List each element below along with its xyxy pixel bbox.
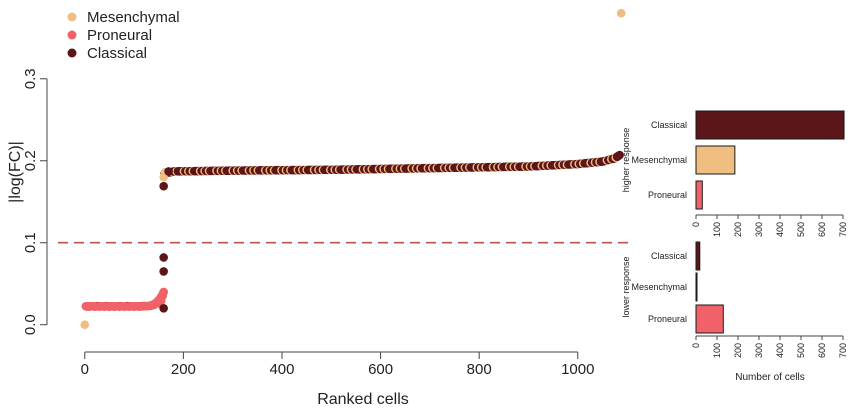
x-axis-ticks: 0 200 400 600 800 1000 bbox=[81, 352, 594, 378]
legend-label-proneural: Proneural bbox=[87, 27, 152, 44]
x-tick-label: 200 bbox=[733, 222, 743, 237]
data-point-classical bbox=[159, 267, 168, 276]
x-axis-label: Number of cells bbox=[735, 372, 804, 383]
bar-mesenchymal bbox=[695, 272, 698, 302]
category-label: Proneural bbox=[648, 190, 687, 200]
bars bbox=[695, 241, 724, 334]
category-label: Classical bbox=[651, 251, 687, 261]
x-axis-ticks: 0 100 200 300 400 500 600 700 bbox=[691, 336, 848, 358]
x-tick-label: 0 bbox=[81, 361, 89, 378]
x-tick-label: 700 bbox=[838, 343, 848, 358]
y-tick-label: 0.0 bbox=[22, 314, 39, 335]
category-labels: Classical Mesenchymal Proneural bbox=[631, 251, 687, 324]
data-points bbox=[80, 8, 626, 330]
bar-chart-higher-response: higher response Classical Mesenchymal Pron… bbox=[621, 110, 848, 237]
group-label-higher-response: higher response bbox=[621, 128, 631, 193]
bar-classical bbox=[695, 110, 845, 140]
data-point-classical bbox=[164, 167, 173, 176]
bar-chart-lower-response: lower response Classical Mesenchymal Prone… bbox=[621, 241, 848, 383]
data-point-mesenchymal bbox=[80, 320, 90, 330]
data-point-classical bbox=[159, 181, 168, 191]
x-tick-label: 200 bbox=[171, 361, 196, 378]
bars bbox=[695, 110, 845, 210]
x-tick-label: 600 bbox=[817, 343, 827, 358]
category-label: Mesenchymal bbox=[631, 155, 687, 165]
category-label: Mesenchymal bbox=[631, 282, 687, 292]
bar-mesenchymal bbox=[695, 145, 736, 175]
x-tick-label: 0 bbox=[691, 222, 701, 227]
y-tick-label: 0.3 bbox=[22, 68, 39, 89]
legend-label-classical: Classical bbox=[87, 45, 147, 62]
x-tick-label: 400 bbox=[269, 361, 294, 378]
x-tick-label: 100 bbox=[712, 222, 722, 237]
data-point-mesenchymal bbox=[616, 8, 626, 18]
bar-proneural bbox=[695, 180, 703, 210]
category-labels: Classical Mesenchymal Proneural bbox=[631, 120, 687, 200]
x-tick-label: 800 bbox=[467, 361, 492, 378]
legend-marker-mesenchymal bbox=[67, 12, 77, 22]
x-tick-label: 600 bbox=[368, 361, 393, 378]
category-label: Classical bbox=[651, 120, 687, 130]
x-axis-label: Ranked cells bbox=[317, 391, 409, 408]
x-axis-ticks: 0 100 200 300 400 500 600 700 bbox=[691, 215, 848, 237]
scatter-plot: 0 200 400 600 800 1000 0.0 0.1 0.2 0.3 Ranked ce… bbox=[7, 8, 632, 408]
bar-classical bbox=[695, 241, 701, 271]
legend-marker-classical bbox=[67, 48, 77, 58]
data-point-classical bbox=[159, 253, 168, 262]
legend-marker-proneural bbox=[67, 30, 77, 40]
legend-label-mesenchymal: Mesenchymal bbox=[87, 9, 180, 26]
x-tick-label: 500 bbox=[796, 222, 806, 237]
y-tick-label: 0.2 bbox=[22, 150, 39, 171]
data-point-classical bbox=[612, 152, 622, 161]
data-point-proneural bbox=[159, 287, 168, 297]
bar-proneural bbox=[695, 304, 724, 334]
x-tick-label: 100 bbox=[712, 343, 722, 358]
y-axis-label: |log(FC)| bbox=[7, 141, 24, 203]
x-tick-label: 1000 bbox=[561, 361, 594, 378]
x-tick-label: 300 bbox=[754, 222, 764, 237]
x-tick-label: 0 bbox=[691, 343, 701, 348]
x-tick-label: 400 bbox=[775, 343, 785, 358]
group-label-lower-response: lower response bbox=[621, 256, 631, 317]
x-tick-label: 200 bbox=[733, 343, 743, 358]
category-label: Proneural bbox=[648, 314, 687, 324]
y-axis-ticks: 0.0 0.1 0.2 0.3 bbox=[22, 68, 47, 335]
x-tick-label: 300 bbox=[754, 343, 764, 358]
x-tick-label: 700 bbox=[838, 222, 848, 237]
data-point-classical bbox=[159, 304, 168, 313]
x-tick-label: 400 bbox=[775, 222, 785, 237]
x-tick-label: 600 bbox=[817, 222, 827, 237]
x-tick-label: 500 bbox=[796, 343, 806, 358]
y-tick-label: 0.1 bbox=[22, 232, 39, 253]
legend: Mesenchymal Proneural Classical bbox=[67, 9, 180, 62]
